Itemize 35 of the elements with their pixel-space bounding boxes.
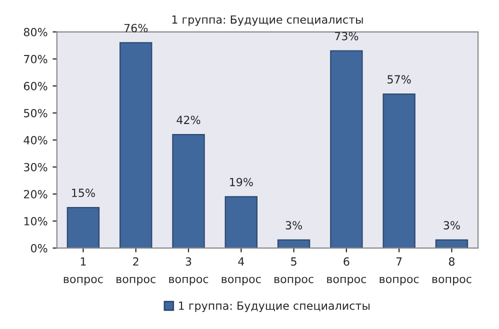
bar <box>224 196 258 248</box>
x-tick-label: 6 вопрос <box>327 257 366 286</box>
data-label: 57% <box>388 75 411 84</box>
data-label: 19% <box>230 178 253 186</box>
data-label: 3% <box>286 221 302 230</box>
bar <box>120 42 152 248</box>
legend-label: 1 группа: Будущие специалисты <box>179 302 370 312</box>
data-label: 15% <box>72 188 95 198</box>
bar <box>172 134 205 248</box>
data-label: 76% <box>124 24 148 32</box>
y-tick-label: 0% <box>30 244 48 252</box>
data-label: 3% <box>444 221 460 230</box>
y-tick-label: 20% <box>24 190 48 198</box>
y-tick-label: 10% <box>24 217 48 226</box>
y-tick-label: 50% <box>24 108 48 118</box>
x-tick-label: 4 вопрос <box>222 257 261 286</box>
data-label: 42% <box>176 116 200 124</box>
y-tick-label: 80% <box>24 28 48 36</box>
y-tick-label: 40% <box>24 136 48 144</box>
x-tick-label: 7 вопрос <box>380 257 419 286</box>
x-tick-label: 5 вопрос <box>274 257 314 286</box>
y-tick-label: 30% <box>24 162 48 172</box>
x-tick-label: 3 вопрос <box>169 257 208 286</box>
y-tick-label: 70% <box>24 54 48 64</box>
data-label: 73% <box>334 32 358 40</box>
x-tick-label: 8 вопрос <box>432 257 472 286</box>
chart-title: 1 группа: Будущие специалисты <box>172 15 363 26</box>
bar <box>435 239 468 248</box>
x-tick-label: 2 вопрос <box>116 257 156 286</box>
bar <box>382 94 416 248</box>
y-tick-label: 60% <box>24 82 48 90</box>
bar <box>66 206 100 248</box>
bar <box>277 239 310 248</box>
bar <box>330 50 363 248</box>
x-tick-label: 1 вопрос <box>64 257 103 286</box>
